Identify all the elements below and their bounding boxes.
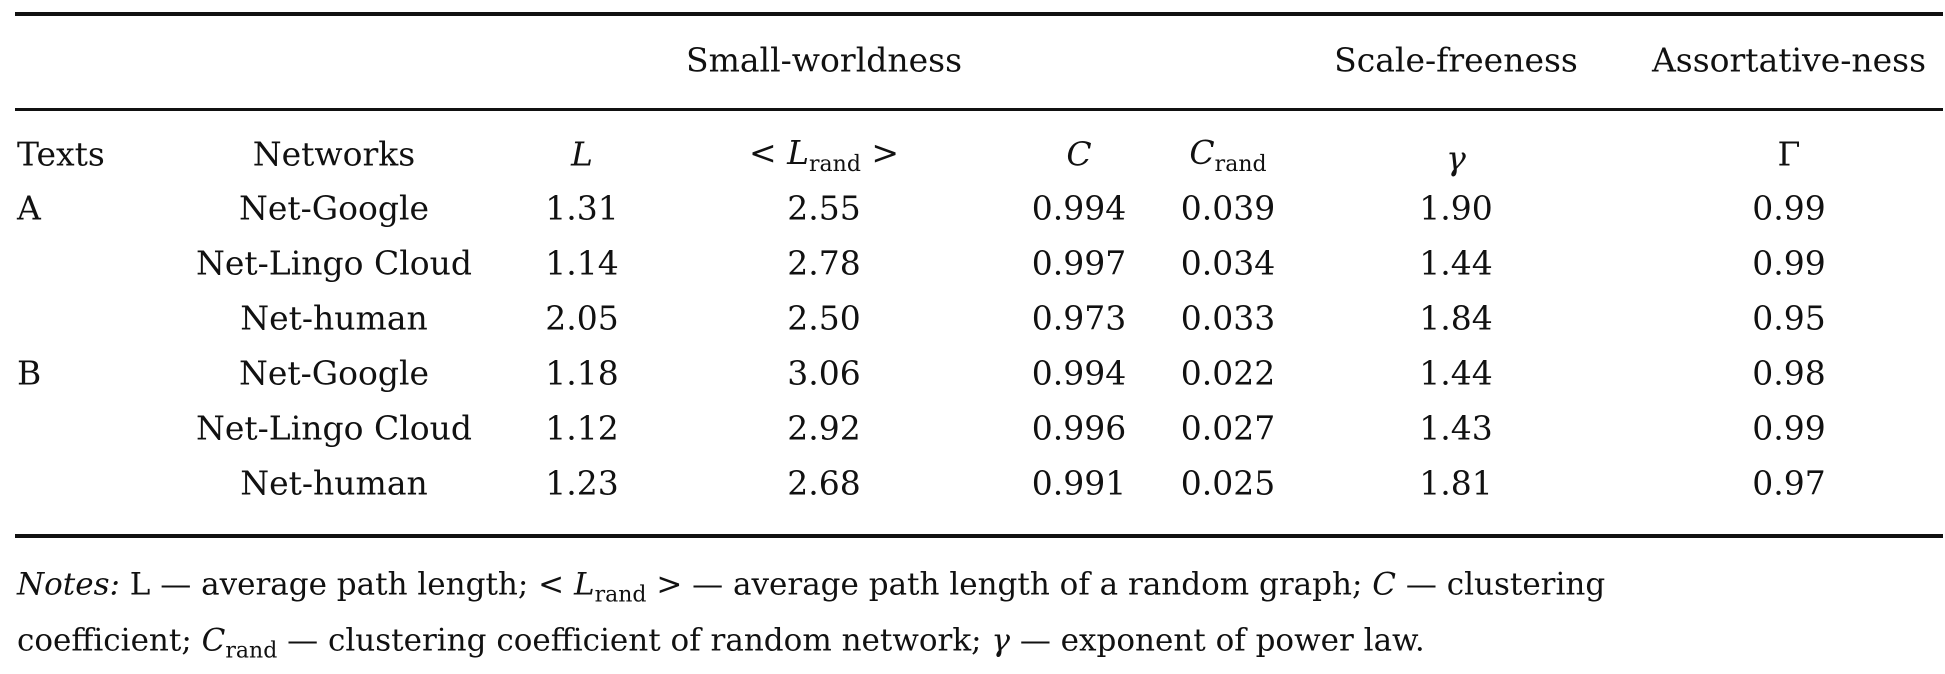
cell-l: 1.14 <box>545 243 619 283</box>
cell-crand: 0.022 <box>1180 353 1276 393</box>
col-header-C: C <box>1066 138 1091 171</box>
cell-gamma: 1.81 <box>1419 463 1493 503</box>
group-header-small-worldness: Small-worldness <box>685 40 963 80</box>
cell-lrand: 2.92 <box>787 408 861 448</box>
cell-lrand: 3.06 <box>787 353 861 393</box>
notes-subscript: rand <box>225 638 278 664</box>
col-header-Lrand: < Lrand > <box>749 136 899 176</box>
col-header-gamma: γ <box>1446 142 1466 175</box>
cell-l: 1.31 <box>545 188 619 228</box>
cell-crand: 0.039 <box>1180 188 1276 228</box>
notes-text: > — average path length of a random grap… <box>646 566 1373 603</box>
cell-crand: 0.025 <box>1180 463 1276 503</box>
cell-lrand: 2.55 <box>787 188 861 228</box>
cell-c: 0.994 <box>1031 353 1127 393</box>
lrand-subscript: rand <box>809 152 861 177</box>
cell-gamma: 1.43 <box>1419 408 1493 448</box>
cell-c: 0.994 <box>1031 188 1127 228</box>
col-header-L: L <box>571 138 593 171</box>
notes-line-2: coefficient; Crand — clustering coeffici… <box>17 622 1425 664</box>
cell-gamma: 0.95 <box>1752 298 1826 338</box>
notes-text: L — average path length; < <box>119 566 575 603</box>
cell-gamma: 1.84 <box>1419 298 1493 338</box>
lrand-close: > <box>871 133 900 172</box>
cell-crand: 0.034 <box>1180 243 1276 283</box>
col-header-networks: Networks <box>252 134 416 174</box>
cell-lrand: 2.78 <box>787 243 861 283</box>
notes-symbol: L <box>574 566 595 603</box>
bottom-rule <box>15 534 1943 538</box>
notes-text: — clustering coefficient of random netwo… <box>277 622 992 659</box>
cell-crand: 0.027 <box>1180 408 1276 448</box>
notes-label: Notes: <box>17 566 120 603</box>
notes-symbol: C <box>1372 566 1397 603</box>
cell-gamma: 1.44 <box>1419 353 1493 393</box>
cell-gamma: 1.44 <box>1419 243 1493 283</box>
notes-subscript: rand <box>594 582 647 608</box>
cell-c: 0.997 <box>1031 243 1127 283</box>
col-header-Crand: Crand <box>1189 136 1266 176</box>
cell-gamma: 1.90 <box>1419 188 1493 228</box>
cell-lrand: 2.50 <box>787 298 861 338</box>
notes-line-1: Notes: L — average path length; < Lrand … <box>17 566 1606 608</box>
cell-c: 0.996 <box>1031 408 1127 448</box>
crand-symbol: C <box>1189 133 1215 172</box>
col-header-Gamma: Γ <box>1777 134 1801 174</box>
top-rule <box>15 12 1943 16</box>
notes-text: — exponent of power law. <box>1009 622 1425 659</box>
lrand-open: < <box>748 133 777 172</box>
notes-text: — clustering <box>1396 566 1606 603</box>
cell-lrand: 2.68 <box>787 463 861 503</box>
cell-crand: 0.033 <box>1180 298 1276 338</box>
cell-gamma: 0.99 <box>1752 408 1826 448</box>
cell-l: 1.12 <box>545 408 619 448</box>
cell-gamma: 0.98 <box>1752 353 1826 393</box>
cell-gamma: 0.99 <box>1752 243 1826 283</box>
group-header-scale-freeness: Scale-freeness <box>1334 40 1578 80</box>
col-header-texts: Texts <box>17 134 105 174</box>
cell-c: 0.991 <box>1031 463 1127 503</box>
cell-network: Net-Lingo Cloud <box>195 408 473 448</box>
notes-symbol: C <box>201 622 226 659</box>
crand-subscript: rand <box>1214 152 1267 177</box>
cell-l: 1.18 <box>545 353 619 393</box>
cell-text: A <box>17 188 41 228</box>
L-symbol: L <box>571 134 593 174</box>
cell-network: Net-Lingo Cloud <box>195 243 473 283</box>
cell-l: 2.05 <box>545 298 619 338</box>
lrand-symbol: L <box>787 133 810 172</box>
cell-gamma: 0.99 <box>1752 188 1826 228</box>
cell-network: Net-Google <box>238 188 430 228</box>
cell-network: Net-human <box>240 298 428 338</box>
cell-l: 1.23 <box>545 463 619 503</box>
C-symbol: C <box>1066 134 1092 174</box>
gamma-symbol: γ <box>1446 138 1466 178</box>
cell-text: B <box>17 353 42 393</box>
notes-text: coefficient; <box>17 622 202 659</box>
cell-gamma: 0.97 <box>1752 463 1826 503</box>
cell-c: 0.973 <box>1031 298 1127 338</box>
mid-rule <box>15 108 1943 111</box>
cell-network: Net-Google <box>238 353 430 393</box>
notes-symbol: γ <box>991 622 1010 659</box>
cell-network: Net-human <box>240 463 428 503</box>
group-header-assortativeness: Assortative-ness <box>1651 40 1927 80</box>
